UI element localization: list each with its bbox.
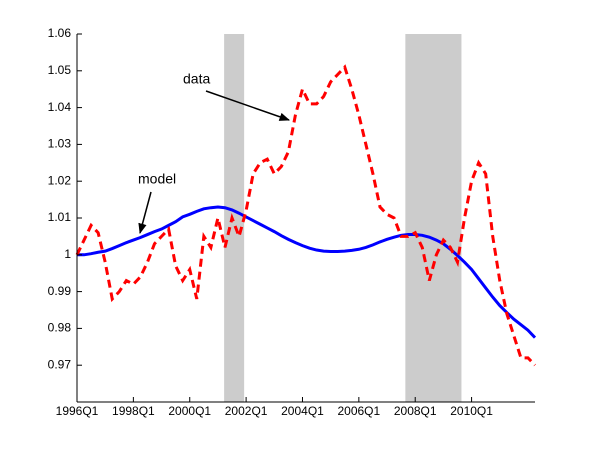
y-tick-label: 1.06 [48,26,72,40]
y-tick-label: 1.01 [48,210,72,224]
annotation-arrow [205,90,290,121]
annotation: model [138,171,176,187]
x-tick-label: 2008Q1 [394,404,437,418]
series-line [77,205,537,339]
x-tick-label: 2000Q1 [168,404,211,418]
y-tick-label: 0.99 [48,284,72,298]
annotation-arrow [138,191,152,235]
x-tick-label: 2010Q1 [450,404,493,418]
y-tick-label: 1.02 [48,173,72,187]
y-tick-label: 1.04 [48,100,72,114]
annotation: data [183,71,210,87]
recession-band [224,34,245,402]
shaded-regions [224,34,462,402]
y-tick-label: 0.97 [48,357,72,371]
x-tick-label: 2002Q1 [225,404,268,418]
y-tick-label: 1.03 [48,137,72,151]
series-line [75,64,537,367]
x-tick-label: 1998Q1 [112,404,155,418]
y-tick-label: 1.05 [48,63,72,77]
x-tick-label: 2004Q1 [281,404,324,418]
y-tick-label: 1 [64,247,71,261]
x-tick-label: 1996Q1 [56,404,99,418]
x-tick-label: 2006Q1 [337,404,380,418]
y-tick-label: 0.98 [48,321,72,335]
recession-band [405,34,462,402]
lines [75,64,537,367]
axes: 0.97 0.98 0.99 1 1.01 1.02 1.03 1.04 1.05 1.06 199… [48,26,535,418]
